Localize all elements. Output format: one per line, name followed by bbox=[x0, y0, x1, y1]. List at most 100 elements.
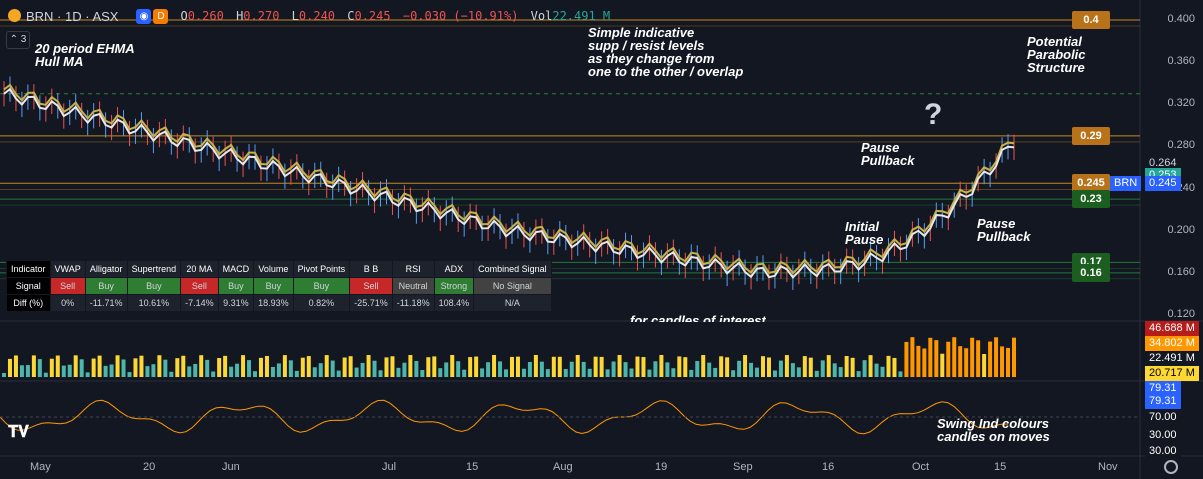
x-tick-label: 15 bbox=[994, 461, 1007, 473]
volume-label: 22.491 M bbox=[1145, 351, 1199, 366]
volume-bar bbox=[276, 363, 281, 377]
volume-bar bbox=[163, 359, 168, 377]
volume-bar bbox=[486, 362, 491, 377]
volume-bar bbox=[31, 355, 36, 377]
x-tick-label: 19 bbox=[655, 461, 668, 473]
volume-bar bbox=[438, 368, 443, 377]
hull-ma-line bbox=[3, 87, 1015, 279]
volume-bar bbox=[366, 355, 371, 377]
volume-bar bbox=[623, 362, 628, 377]
volume-bar bbox=[247, 360, 252, 377]
volume-bar bbox=[665, 362, 670, 377]
volume-bar bbox=[545, 369, 550, 377]
volume-bar bbox=[653, 361, 658, 377]
volume-readout: 22.491 M bbox=[552, 9, 611, 23]
volume-bar bbox=[719, 356, 724, 377]
symbol-title[interactable]: BRN · 1D · ASX bbox=[26, 8, 119, 24]
volume-bar bbox=[599, 356, 604, 377]
volume-bar bbox=[223, 355, 228, 377]
volume-bar bbox=[635, 356, 640, 377]
volume-bar bbox=[229, 366, 234, 377]
volume-bar bbox=[766, 357, 771, 377]
symbol-header: BRN · 1D · ASX ◉ D O0.260 H0.270 L0.240 … bbox=[0, 0, 1140, 32]
volume-bar bbox=[414, 360, 419, 377]
volume-bar bbox=[109, 364, 114, 377]
volume-bar bbox=[432, 356, 437, 377]
volume-bar bbox=[910, 337, 915, 377]
x-tick-label: Nov bbox=[1098, 461, 1118, 473]
volume-bar bbox=[336, 370, 341, 377]
volume-bar bbox=[731, 370, 736, 377]
volume-bar bbox=[324, 355, 329, 377]
volume-bar bbox=[778, 360, 783, 377]
volume-bar bbox=[695, 361, 700, 377]
volume-bar bbox=[802, 356, 807, 377]
volume-bar bbox=[880, 366, 885, 377]
volume-bar bbox=[19, 365, 24, 377]
volume-bar bbox=[641, 357, 646, 377]
volume-bar bbox=[958, 346, 963, 377]
table-header-cell: Combined Signal bbox=[473, 260, 552, 278]
volume-bar bbox=[533, 355, 538, 377]
volume-bar bbox=[671, 368, 676, 377]
volume-bar bbox=[61, 365, 66, 377]
volume-bar bbox=[844, 355, 849, 377]
table-signal-cell: Buy bbox=[126, 277, 182, 295]
signal-table: Indicator VWAP Alligator Supertrend 20 MA MAC… bbox=[6, 260, 552, 312]
delay-badge[interactable]: D bbox=[153, 8, 169, 24]
volume-bar bbox=[707, 362, 712, 377]
table-diff-cell: 0% bbox=[49, 294, 86, 312]
y-tick-label: 0.160 bbox=[1167, 265, 1195, 278]
level-label-2: 0.245 bbox=[1072, 174, 1110, 193]
volume-bar bbox=[509, 356, 514, 377]
volume-bar bbox=[946, 341, 951, 377]
table-diff-cell: -11.71% bbox=[84, 294, 128, 312]
volume-bar bbox=[187, 366, 192, 377]
swing-line bbox=[0, 399, 1008, 435]
y-tick-label: 0.280 bbox=[1167, 139, 1195, 152]
volume-bar bbox=[784, 355, 789, 377]
indicator-collapse-button[interactable]: ⌃ 3 bbox=[6, 31, 30, 49]
volume-bar bbox=[498, 361, 503, 377]
volume-bar bbox=[121, 359, 126, 377]
volume-bar bbox=[964, 348, 969, 377]
volume-bar bbox=[820, 360, 825, 377]
volume-bar bbox=[85, 372, 90, 377]
table-header-cell: Supertrend bbox=[126, 260, 182, 278]
volume-bar bbox=[79, 359, 84, 377]
volume-bar bbox=[904, 341, 909, 377]
volume-bar bbox=[749, 362, 754, 377]
volume-bar bbox=[934, 340, 939, 377]
level-label-3: 0.23 bbox=[1072, 190, 1110, 209]
settings-gear-icon[interactable] bbox=[1164, 460, 1178, 474]
volume-label: 46.688 M bbox=[1145, 321, 1199, 336]
volume-bar bbox=[617, 355, 622, 377]
volume-bar bbox=[49, 358, 54, 377]
app-dot-icon bbox=[8, 9, 21, 22]
volume-bar bbox=[701, 355, 706, 377]
table-header-cell: Volume bbox=[253, 260, 294, 278]
volume-bar bbox=[832, 363, 837, 377]
signal-table-diff-row: Diff (%) 0% -11.71% 10.61% -7.14% 9.31% 18.93%… bbox=[6, 294, 552, 312]
ann-initial-pause: Initial Pause bbox=[845, 219, 884, 247]
volume-bar bbox=[354, 367, 359, 377]
volume-bar bbox=[886, 355, 891, 377]
volume-bar bbox=[474, 356, 479, 377]
volume-bar bbox=[677, 356, 682, 377]
eye-icon[interactable]: ◉ bbox=[136, 8, 152, 24]
table-header-cell: Pivot Points bbox=[292, 260, 351, 278]
volume-bar bbox=[7, 358, 12, 377]
volume-bar bbox=[456, 361, 461, 377]
volume-bar bbox=[264, 355, 269, 377]
change-readout: −0.030 (−10.91%) bbox=[402, 9, 519, 23]
ohlc-readout: O0.260 H0.270 L0.240 C0.245 −0.030 (−10.… bbox=[180, 9, 611, 23]
volume-bar bbox=[91, 358, 96, 377]
volume-bar bbox=[384, 357, 389, 377]
volume-bar bbox=[67, 364, 72, 377]
volume-bar bbox=[175, 358, 180, 377]
price-tag: 0.264 bbox=[1145, 156, 1181, 172]
y-tick-label: 0.400 bbox=[1167, 13, 1195, 25]
x-tick-label: Sep bbox=[733, 461, 753, 473]
volume-bar bbox=[563, 369, 568, 377]
